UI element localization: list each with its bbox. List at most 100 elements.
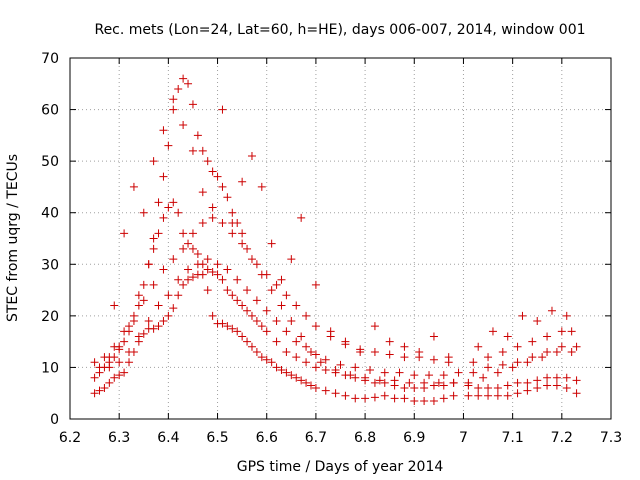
data-point bbox=[218, 182, 227, 191]
data-point bbox=[164, 141, 173, 150]
data-point bbox=[184, 239, 193, 248]
x-tick-label: 6.7 bbox=[305, 430, 327, 446]
data-point bbox=[203, 265, 212, 274]
data-point bbox=[528, 353, 537, 362]
data-point bbox=[257, 270, 266, 279]
data-point bbox=[449, 378, 458, 387]
data-point bbox=[247, 151, 256, 160]
data-point bbox=[341, 337, 350, 346]
data-point bbox=[297, 332, 306, 341]
data-point bbox=[159, 213, 168, 222]
data-point bbox=[159, 317, 168, 326]
data-point bbox=[292, 353, 301, 362]
data-point bbox=[567, 347, 576, 356]
data-point bbox=[429, 396, 438, 405]
data-point bbox=[400, 384, 409, 393]
data-point bbox=[262, 306, 271, 315]
data-point bbox=[193, 131, 202, 140]
data-point bbox=[316, 358, 325, 367]
data-point bbox=[415, 347, 424, 356]
data-point bbox=[361, 394, 370, 403]
y-axis-tick-labels: 0 10 20 30 40 50 60 70 bbox=[41, 51, 59, 428]
data-point bbox=[149, 234, 158, 243]
data-point bbox=[228, 324, 237, 333]
data-point bbox=[238, 239, 247, 248]
data-point bbox=[272, 317, 281, 326]
data-point bbox=[149, 244, 158, 253]
data-point bbox=[100, 384, 109, 393]
data-point bbox=[390, 376, 399, 385]
data-point bbox=[223, 322, 232, 331]
data-point bbox=[557, 327, 566, 336]
y-tick-label: 60 bbox=[41, 103, 59, 119]
x-tick-label: 6.4 bbox=[157, 430, 179, 446]
data-point bbox=[498, 347, 507, 356]
data-point bbox=[277, 301, 286, 310]
x-tick-label: 6.9 bbox=[403, 430, 425, 446]
data-point bbox=[503, 391, 512, 400]
data-point bbox=[179, 121, 188, 130]
data-point bbox=[203, 286, 212, 295]
data-point bbox=[174, 84, 183, 93]
data-point bbox=[484, 363, 493, 372]
data-point bbox=[164, 291, 173, 300]
data-point bbox=[120, 368, 129, 377]
data-point bbox=[193, 249, 202, 258]
data-point bbox=[169, 95, 178, 104]
data-point bbox=[125, 322, 134, 331]
data-point bbox=[233, 296, 242, 305]
data-point bbox=[144, 260, 153, 269]
data-point bbox=[272, 337, 281, 346]
data-point bbox=[154, 198, 163, 207]
data-point bbox=[356, 347, 365, 356]
data-point bbox=[375, 376, 384, 385]
data-point bbox=[439, 371, 448, 380]
data-point bbox=[533, 376, 542, 385]
data-point bbox=[257, 322, 266, 331]
data-point bbox=[449, 391, 458, 400]
data-point bbox=[557, 342, 566, 351]
data-point bbox=[149, 324, 158, 333]
data-point bbox=[164, 203, 173, 212]
x-tick-label: 7.2 bbox=[551, 430, 573, 446]
x-tick-label: 7 bbox=[459, 430, 468, 446]
data-point bbox=[302, 311, 311, 320]
data-point bbox=[400, 394, 409, 403]
data-point bbox=[341, 391, 350, 400]
data-point bbox=[277, 275, 286, 284]
data-point bbox=[380, 378, 389, 387]
data-point bbox=[134, 291, 143, 300]
data-point bbox=[252, 260, 261, 269]
data-point bbox=[129, 311, 138, 320]
data-point bbox=[198, 146, 207, 155]
data-point bbox=[139, 296, 148, 305]
data-point bbox=[247, 342, 256, 351]
y-tick-label: 10 bbox=[41, 360, 59, 376]
data-point bbox=[562, 311, 571, 320]
data-point bbox=[488, 327, 497, 336]
data-point bbox=[247, 311, 256, 320]
data-point bbox=[218, 275, 227, 284]
data-point bbox=[243, 337, 252, 346]
data-point bbox=[351, 373, 360, 382]
data-point bbox=[302, 342, 311, 351]
data-point bbox=[208, 203, 217, 212]
data-point bbox=[90, 358, 99, 367]
plot-frame bbox=[69, 57, 612, 420]
data-point bbox=[218, 219, 227, 228]
y-tick-label: 40 bbox=[41, 206, 59, 222]
data-point bbox=[105, 378, 114, 387]
data-point bbox=[95, 386, 104, 395]
data-point bbox=[425, 371, 434, 380]
data-point bbox=[243, 306, 252, 315]
data-point bbox=[115, 358, 124, 367]
data-point bbox=[125, 358, 134, 367]
data-point bbox=[129, 182, 138, 191]
data-point bbox=[252, 317, 261, 326]
data-point bbox=[134, 301, 143, 310]
data-point bbox=[331, 366, 340, 375]
data-point bbox=[213, 172, 222, 181]
data-point bbox=[233, 275, 242, 284]
data-point bbox=[272, 363, 281, 372]
data-point bbox=[429, 381, 438, 390]
